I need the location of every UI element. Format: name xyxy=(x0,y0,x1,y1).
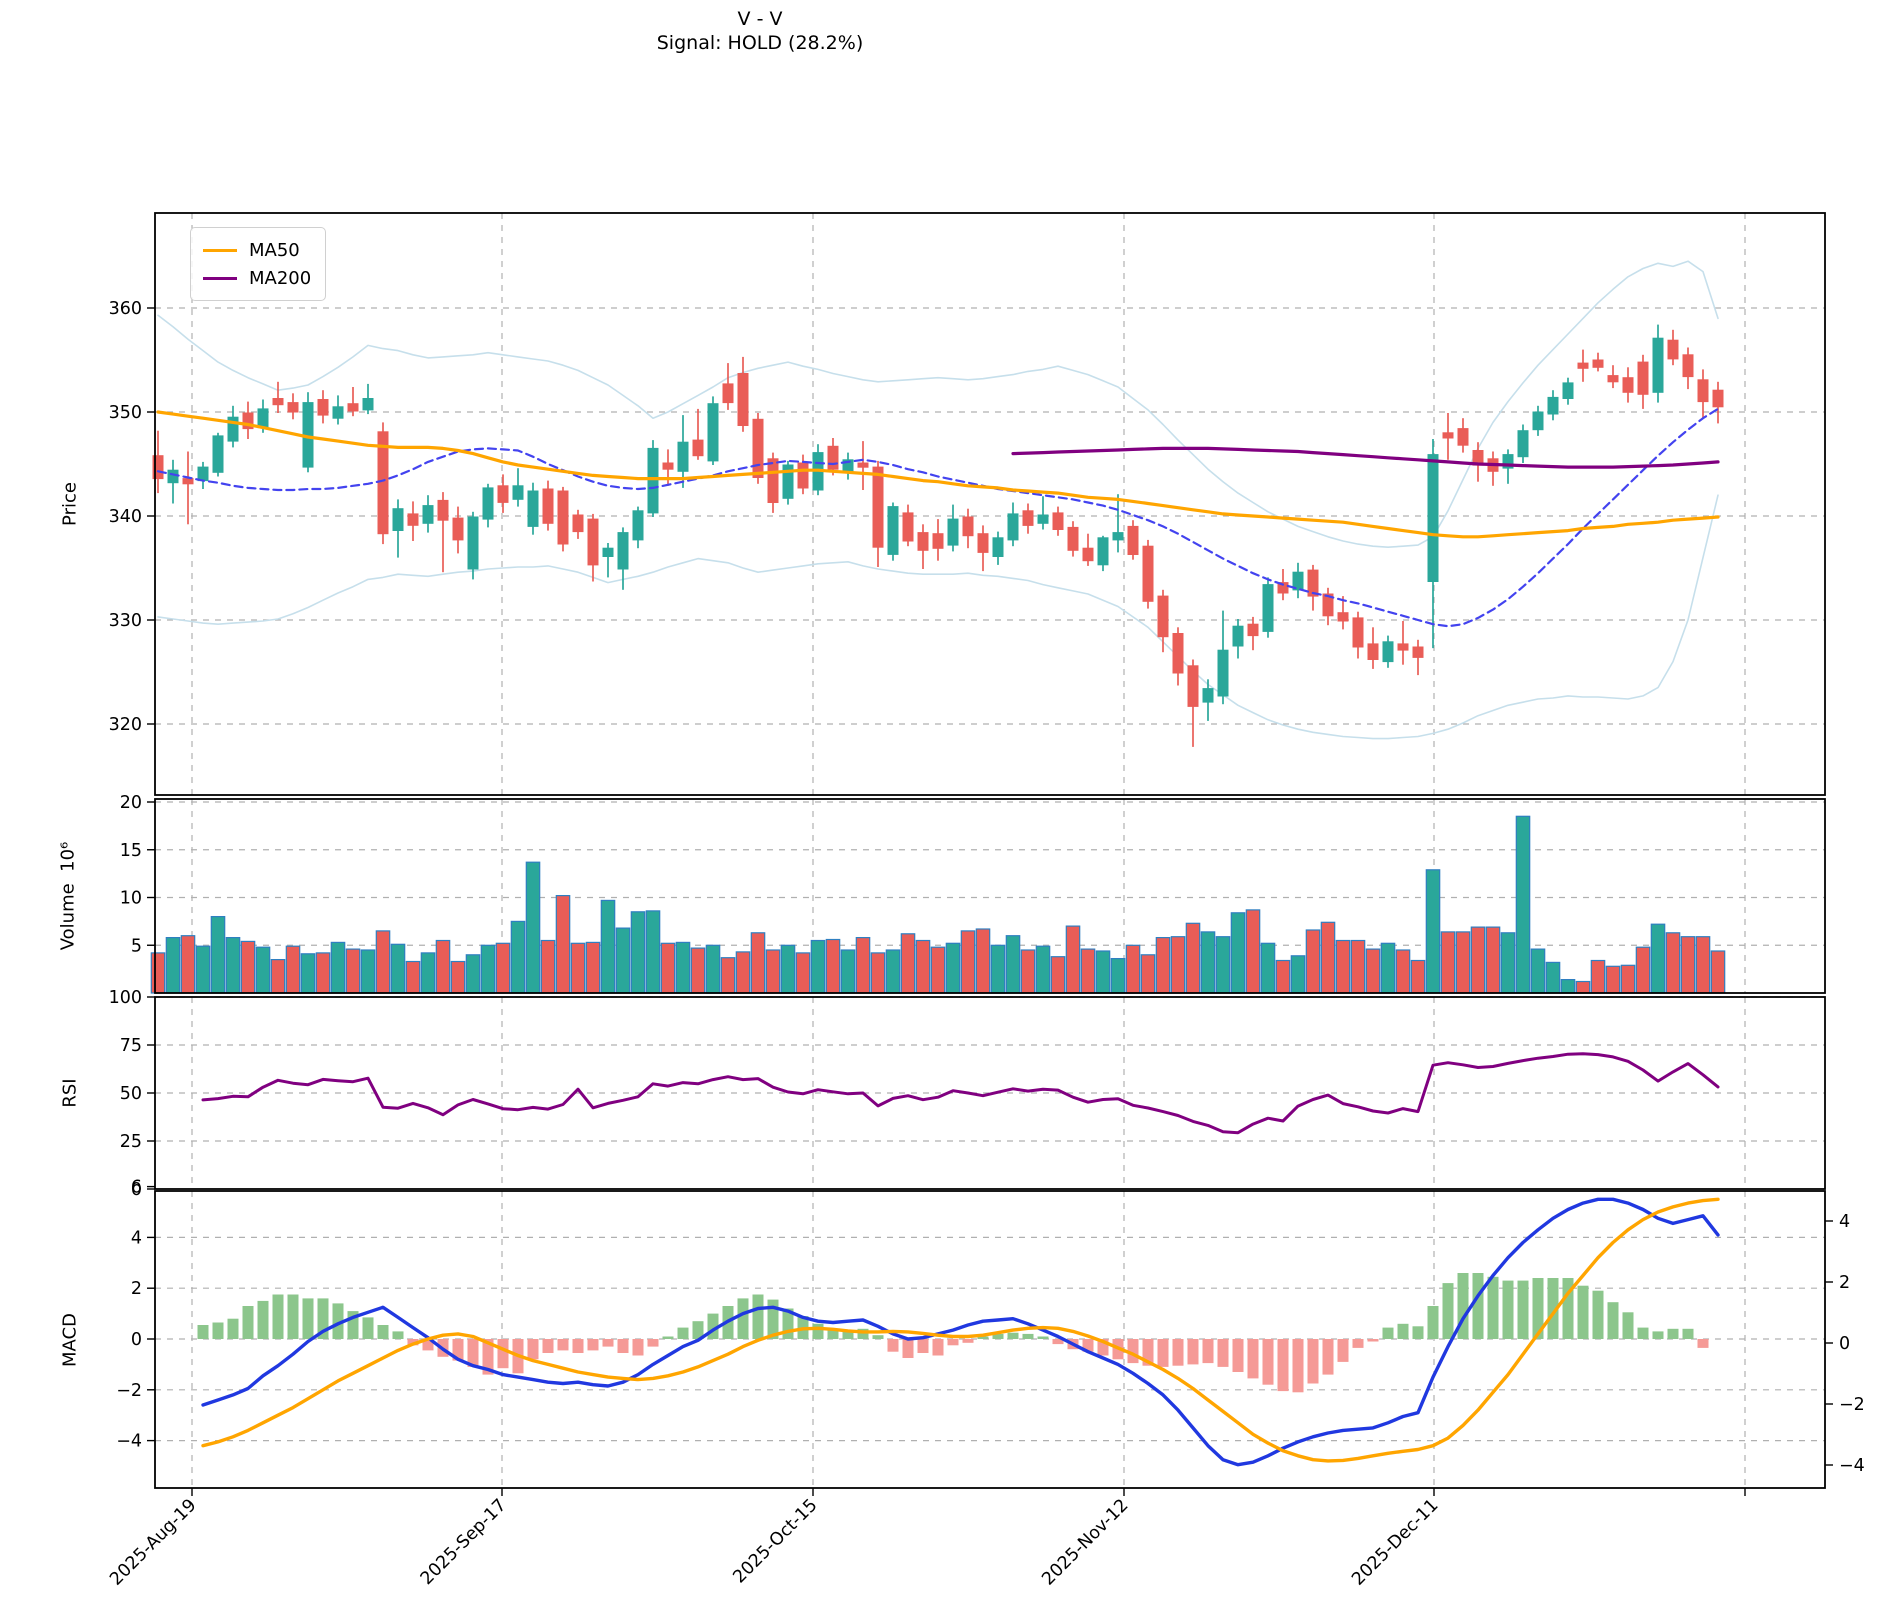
svg-text:100: 100 xyxy=(109,988,142,1008)
price-axis-label: Price xyxy=(59,482,81,526)
macd-line xyxy=(201,1197,1720,1467)
svg-text:340: 340 xyxy=(109,507,142,527)
svg-text:−4: −4 xyxy=(116,1432,142,1452)
svg-text:0: 0 xyxy=(131,1330,142,1350)
svg-text:5: 5 xyxy=(131,936,142,956)
candlesticks xyxy=(152,324,1724,747)
rsi-axis-label: RSI xyxy=(59,1078,81,1108)
bollinger-upper-line xyxy=(157,260,1719,549)
svg-text:10: 10 xyxy=(120,889,142,909)
legend-label-ma50: MA50 xyxy=(249,239,300,261)
ma200-line xyxy=(1011,446,1720,469)
svg-text:0: 0 xyxy=(1839,1334,1850,1354)
legend-label-ma200: MA200 xyxy=(249,267,312,289)
svg-text:20: 20 xyxy=(120,793,142,813)
legend-item-ma200: MA200 xyxy=(203,264,311,292)
axis-ticks xyxy=(147,307,1833,1496)
x-tick-labels: 2025-Aug-19 2025-Sep-17 2025-Oct-15 2025-No… xyxy=(106,1495,1442,1589)
svg-text:360: 360 xyxy=(109,299,142,319)
svg-text:2025-Sep-17: 2025-Sep-17 xyxy=(417,1495,511,1589)
svg-text:320: 320 xyxy=(109,715,142,735)
signal-subtitle: Signal: HOLD (28.2%) xyxy=(656,32,864,54)
ma50-line-swatch xyxy=(203,248,237,252)
ma200-line-swatch xyxy=(203,276,237,280)
svg-text:0: 0 xyxy=(131,1180,142,1200)
rsi-line xyxy=(201,1052,1720,1135)
legend: MA50 MA200 xyxy=(190,227,327,301)
macd-signal-line xyxy=(201,1197,1720,1463)
svg-text:−2: −2 xyxy=(116,1381,142,1401)
chart-title: V - V xyxy=(737,8,783,30)
bollinger-lower-line xyxy=(157,494,1719,740)
macd-histogram xyxy=(197,1273,1709,1393)
legend-item-ma50: MA50 xyxy=(203,236,311,264)
volume-bars xyxy=(150,815,1726,994)
svg-text:2025-Dec-11: 2025-Dec-11 xyxy=(1348,1495,1442,1589)
svg-text:350: 350 xyxy=(109,403,142,423)
svg-text:330: 330 xyxy=(109,611,142,631)
y-tick-labels: 360350340330320201510510075502506420−2−4… xyxy=(109,299,1865,1476)
ma20-dashed-line xyxy=(156,407,1720,628)
svg-text:2025-Aug-19: 2025-Aug-19 xyxy=(106,1495,200,1589)
svg-text:2: 2 xyxy=(1839,1273,1850,1293)
svg-text:−2: −2 xyxy=(1839,1395,1865,1415)
macd-axis-label: MACD xyxy=(59,1313,81,1367)
svg-text:25: 25 xyxy=(120,1132,142,1152)
gridlines xyxy=(155,213,1825,1488)
svg-text:−4: −4 xyxy=(1839,1456,1865,1476)
svg-text:2025-Nov-12: 2025-Nov-12 xyxy=(1038,1495,1132,1589)
panel-frames xyxy=(154,212,1826,1489)
svg-text:75: 75 xyxy=(120,1036,142,1056)
svg-text:15: 15 xyxy=(120,841,142,861)
svg-text:2: 2 xyxy=(131,1279,142,1299)
volume-axis-label: Volume 10⁶ xyxy=(57,841,79,951)
svg-text:6: 6 xyxy=(131,1178,142,1198)
svg-text:4: 4 xyxy=(1839,1212,1850,1232)
svg-text:4: 4 xyxy=(131,1228,142,1248)
svg-text:50: 50 xyxy=(120,1084,142,1104)
svg-text:2025-Oct-15: 2025-Oct-15 xyxy=(729,1495,821,1587)
ma50-line xyxy=(156,410,1720,539)
